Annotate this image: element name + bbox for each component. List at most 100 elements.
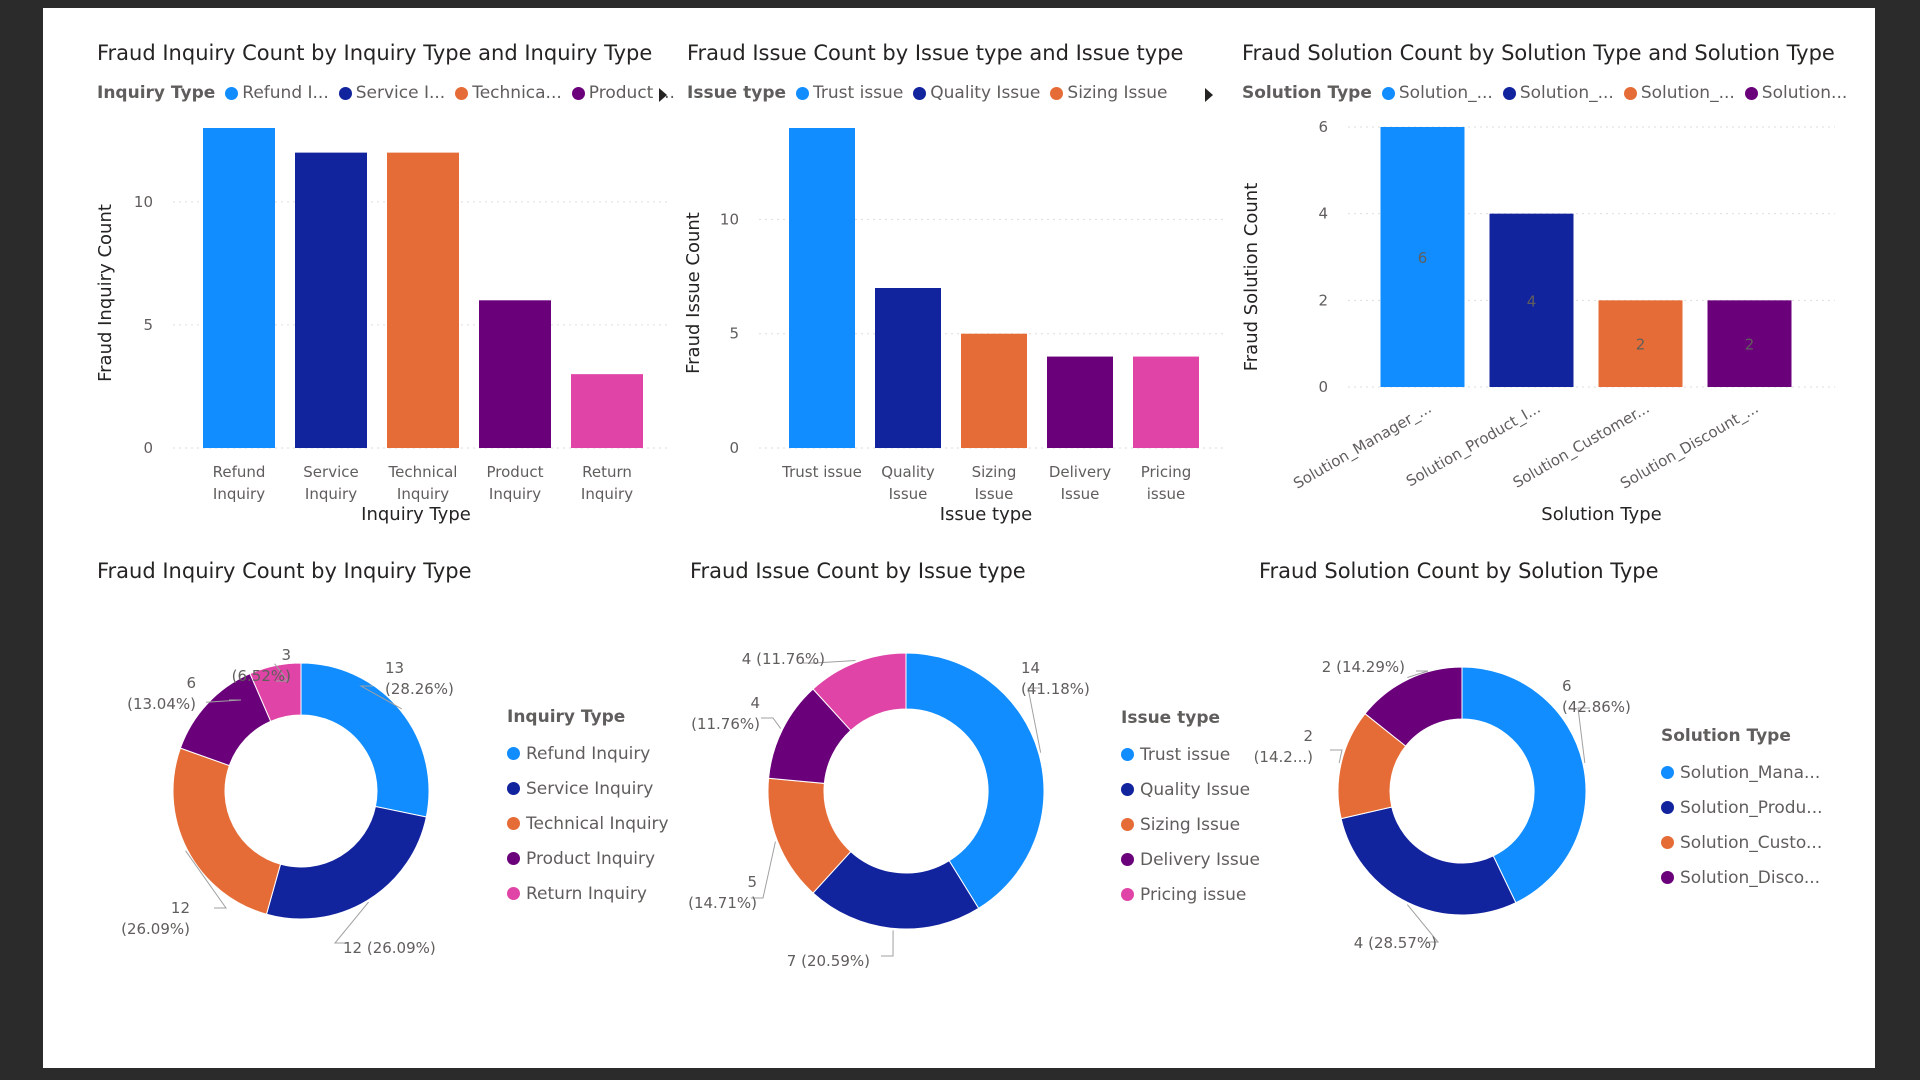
legend-label: Technical Inquiry <box>526 813 669 834</box>
legend-dot-icon <box>507 782 520 795</box>
y-tick-label: 2 <box>1318 291 1328 309</box>
solution-bar-legend: Solution Type Solution_... Solution_... … <box>1242 83 1847 103</box>
legend-dot-icon <box>507 852 520 865</box>
y-tick-label: 6 <box>1318 118 1328 136</box>
legend-item-trust-issue[interactable]: Trust issue <box>1121 737 1260 772</box>
y-tick-label: 5 <box>729 325 739 343</box>
legend-item-sizing-issue[interactable]: Sizing Issue <box>1121 807 1260 842</box>
legend-item-solution-mana[interactable]: Solution_Mana... <box>1661 755 1823 790</box>
inquiry-donut-legend: Inquiry Type Refund Inquiry Service Inqu… <box>507 707 669 911</box>
legend-item-solution-custo[interactable]: Solution_Custo... <box>1661 825 1823 860</box>
legend-item-solution-produ[interactable]: Solution_Produ... <box>1661 790 1823 825</box>
solution-donut-chart-title: Fraud Solution Count by Solution Type <box>1259 559 1659 583</box>
legend-dot-icon <box>1121 748 1134 761</box>
legend-dot-icon <box>1661 871 1674 884</box>
legend-label: Sizing Issue <box>1140 814 1241 835</box>
legend-item-product-inquiry[interactable]: Product Inquiry <box>507 841 669 876</box>
slice-data-label: 4 (11.76%) <box>742 650 825 668</box>
legend-dot-icon <box>1502 86 1516 100</box>
legend-item-pricing-issue[interactable]: Pricing issue <box>1121 877 1260 912</box>
slice-data-label: 13 <box>385 659 404 677</box>
legend-item-refund-inquiry[interactable]: Refund Inquiry <box>507 736 669 771</box>
legend-label: Solution_... <box>1519 83 1614 103</box>
legend-item-solution-disco[interactable]: Solution_Disco... <box>1661 860 1823 895</box>
legend-dot-icon <box>571 86 585 100</box>
legend-scroll-right-icon[interactable] <box>659 88 667 102</box>
legend-dot-icon <box>338 86 352 100</box>
legend-item-product[interactable]: Product ... <box>571 83 675 103</box>
inquiry-donut-chart-title: Fraud Inquiry Count by Inquiry Type <box>97 559 472 583</box>
legend-item-delivery-issue[interactable]: Delivery Issue <box>1121 842 1260 877</box>
slice-data-label: 6 <box>186 674 196 692</box>
leader-line <box>1330 749 1343 764</box>
slice-data-label: (14.71%) <box>688 894 757 912</box>
legend-label: Product Inquiry <box>526 848 656 869</box>
slice-data-label: (13.04%) <box>127 695 196 713</box>
solution-donut-chart: 6 (42.86%) 4 (28.57%) 2 (14.2...) 2 (14.29%) <box>1254 658 1631 952</box>
leader-line <box>359 685 403 710</box>
slice-data-label: 4 <box>750 694 760 712</box>
x-tick-label: Inquiry <box>489 485 541 503</box>
legend-item-service-inquiry[interactable]: Service Inquiry <box>507 771 669 806</box>
bar <box>203 128 275 448</box>
legend-label: Refund I... <box>242 83 329 103</box>
y-tick-label: 10 <box>134 193 153 211</box>
y-axis-title: Fraud Solution Count <box>1241 183 1262 372</box>
legend-item-return-inquiry[interactable]: Return Inquiry <box>507 876 669 911</box>
legend-label: Service I... <box>355 83 446 103</box>
legend-item-trust[interactable]: Trust issue <box>796 83 903 103</box>
legend-item-solution-discount[interactable]: Solution... <box>1744 83 1847 103</box>
y-tick-label: 0 <box>143 439 153 457</box>
legend-item-solution-product[interactable]: Solution_... <box>1502 83 1614 103</box>
donut-slice <box>265 805 427 920</box>
legend-dot-icon <box>1121 818 1134 831</box>
legend-label: Quality Issue <box>1140 779 1251 800</box>
x-tick-label: Inquiry <box>213 485 265 503</box>
legend-item-service[interactable]: Service I... <box>338 83 446 103</box>
x-tick-label: Quality <box>881 463 935 481</box>
legend-item-solution-manager[interactable]: Solution_... <box>1381 83 1493 103</box>
x-tick-label: Inquiry <box>581 485 633 503</box>
inquiry-bar-chart: 0 5 10 Refund Inquiry Service Inquiry Technical… <box>95 128 669 525</box>
legend-dot-icon <box>1661 801 1674 814</box>
donut-slice <box>172 747 282 915</box>
slice-data-label: (41.18%) <box>1021 680 1090 698</box>
slice-data-label: 7 (20.59%) <box>787 952 870 970</box>
legend-item-quality[interactable]: Quality Issue <box>913 83 1040 103</box>
slice-data-label: 3 <box>281 646 291 664</box>
x-tick-label: Issue <box>975 485 1014 503</box>
legend-label: Solution_Disco... <box>1680 867 1821 888</box>
legend-label: Pricing issue <box>1140 884 1247 905</box>
y-tick-label: 10 <box>720 210 739 228</box>
slice-data-label: 2 <box>1303 727 1313 745</box>
legend-label: Solution_Custo... <box>1680 832 1823 853</box>
legend-item-sizing[interactable]: Sizing Issue <box>1050 83 1168 103</box>
legend-label: Trust issue <box>813 83 904 103</box>
bar <box>1707 300 1792 387</box>
inquiry-bar-chart-title: Fraud Inquiry Count by Inquiry Type and … <box>97 41 653 65</box>
inquiry-donut-legend-title: Inquiry Type <box>507 707 626 727</box>
legend-item-refund[interactable]: Refund I... <box>225 83 329 103</box>
issue-bar-legend-title: Issue type <box>687 83 787 103</box>
slice-data-label: (26.09%) <box>121 920 190 938</box>
bar <box>1133 356 1199 448</box>
legend-item-solution-customer[interactable]: Solution_... <box>1623 83 1735 103</box>
legend-item-quality-issue[interactable]: Quality Issue <box>1121 772 1260 807</box>
x-tick-label: issue <box>1147 485 1186 503</box>
legend-item-technical[interactable]: Technica... <box>455 83 562 103</box>
bar <box>1489 213 1574 387</box>
inquiry-bar-legend-title: Inquiry Type <box>97 83 216 103</box>
issue-bar-chart-title: Fraud Issue Count by Issue type and Issu… <box>687 41 1184 65</box>
data-label: 4 <box>1527 292 1537 310</box>
legend-label: Technica... <box>472 83 562 103</box>
legend-label: Solution_... <box>1398 83 1493 103</box>
y-tick-label: 5 <box>143 316 153 334</box>
legend-scroll-right-icon[interactable] <box>1205 88 1213 102</box>
legend-dot-icon <box>1744 86 1758 100</box>
legend-item-technical-inquiry[interactable]: Technical Inquiry <box>507 806 669 841</box>
x-tick-label: Sizing <box>972 463 1017 481</box>
x-tick-label: Refund <box>213 463 266 481</box>
donut-slice <box>905 652 1045 910</box>
x-tick-label: Pricing <box>1141 463 1192 481</box>
slice-data-label: (42.86%) <box>1562 698 1631 716</box>
